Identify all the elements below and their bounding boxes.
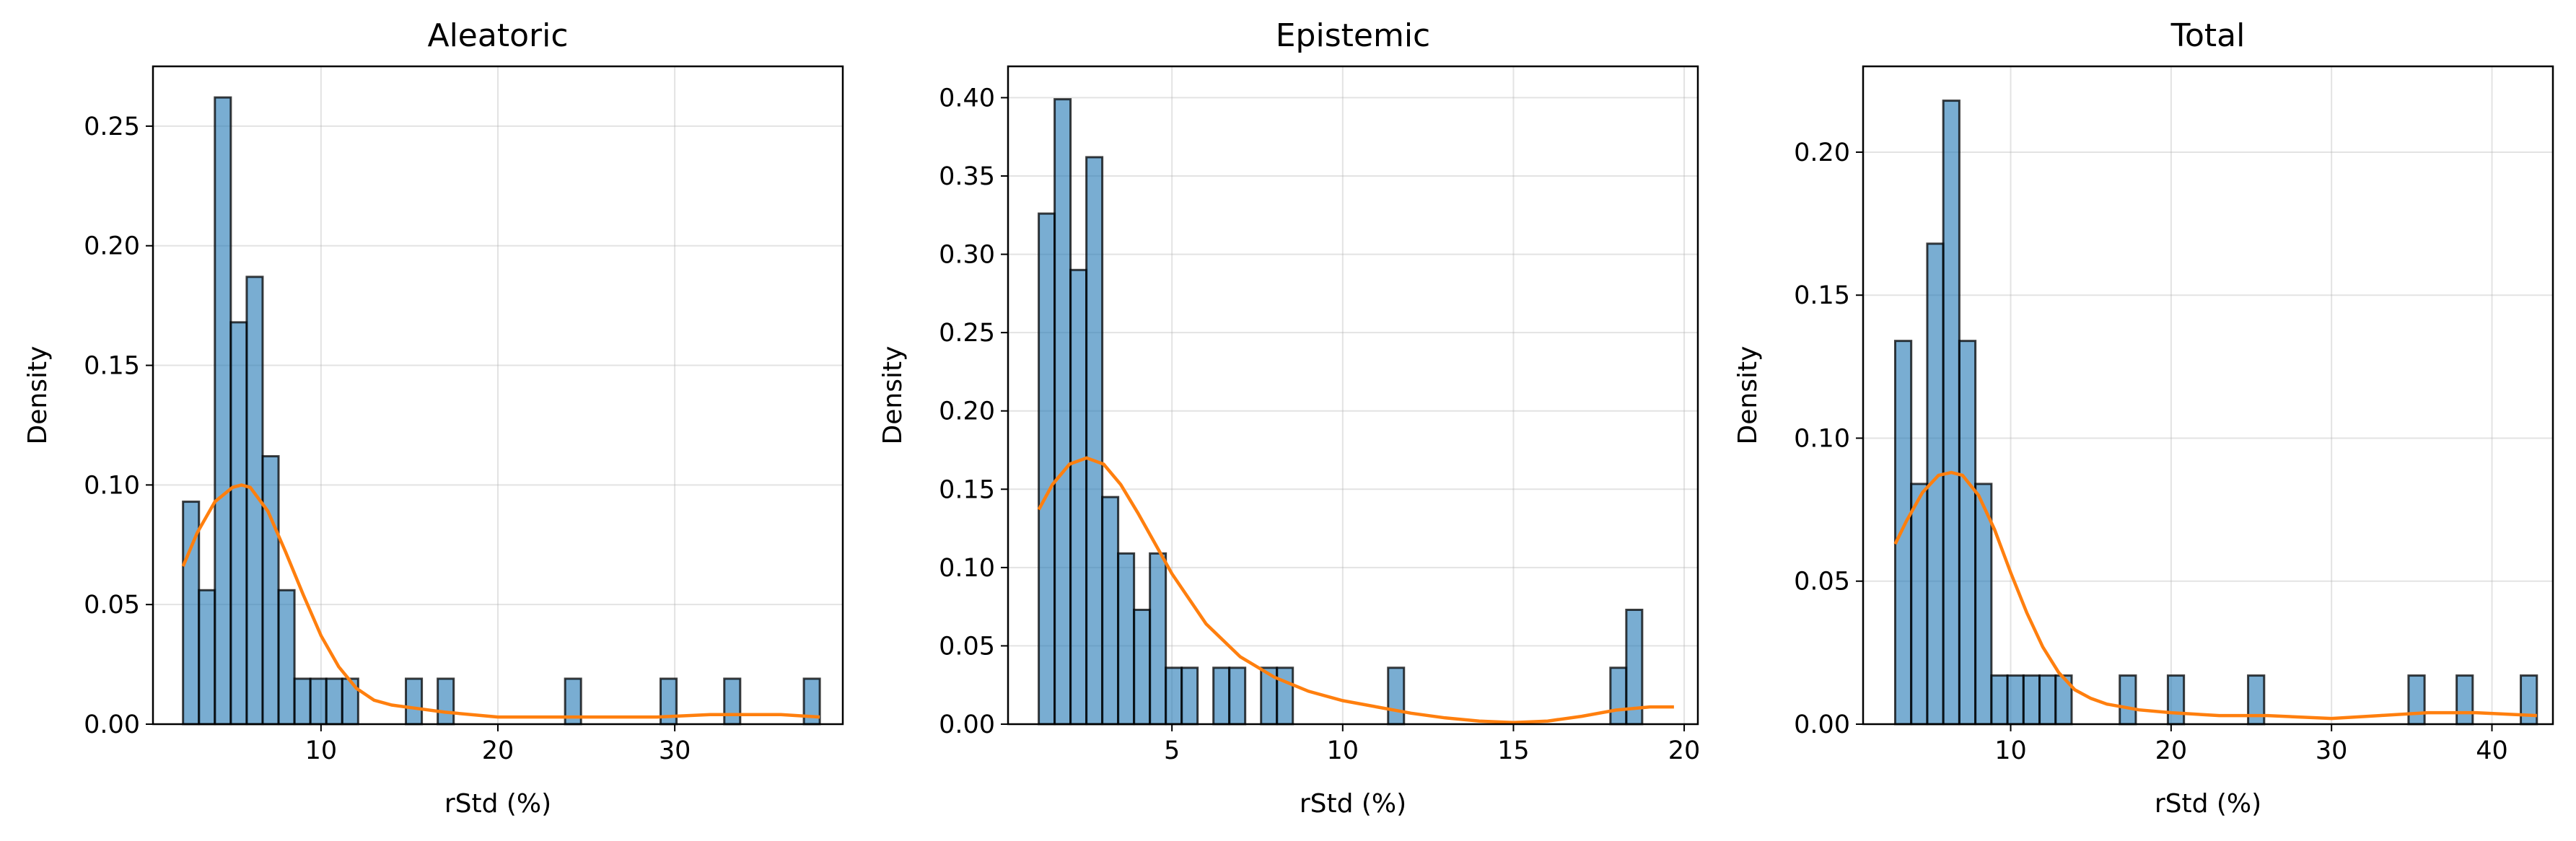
histogram-bar (2407, 674, 2426, 726)
x-tick-label: 40 (2476, 736, 2508, 765)
plot-frame (1007, 65, 1699, 726)
y-tick-label: 0.05 (84, 591, 140, 620)
histogram-bar (1958, 340, 1977, 726)
histogram-bar (309, 677, 328, 726)
histogram-bar (198, 589, 216, 726)
y-axis-label: Density (878, 346, 908, 445)
chart-panel-2: 5 10 15 20 0.00 0.05 0.10 0.15 0.20 0.25 0.30 0.35 0… (878, 17, 1700, 819)
x-axis-label: rStd (%) (444, 789, 551, 819)
kde-curve (181, 483, 820, 719)
histogram-bar (1990, 674, 2009, 726)
histogram-bar (2119, 674, 2137, 726)
y-tick-label: 0.10 (84, 471, 140, 500)
y-axis-label: Density (23, 346, 53, 445)
histogram-bar (437, 677, 455, 726)
y-tick-label: 0.05 (939, 632, 995, 661)
y-tick-label: 0.00 (84, 710, 140, 739)
y-tick-label: 0.10 (1794, 424, 1850, 453)
histogram-bar (1085, 156, 1104, 726)
x-tick-label: 20 (2155, 736, 2188, 765)
histogram-bar (2038, 674, 2057, 726)
y-tick-label: 0.15 (1794, 281, 1850, 310)
x-tick-label: 20 (482, 736, 514, 765)
chart-title: Total (2170, 17, 2246, 54)
x-tick-label: 15 (1497, 736, 1530, 765)
histogram-bar (2006, 674, 2025, 726)
x-tick-label: 30 (2316, 736, 2348, 765)
y-tick-label: 0.25 (84, 113, 140, 141)
histogram-bar (2455, 674, 2474, 726)
kde-curve (1893, 470, 2537, 721)
histogram-bar (1069, 268, 1088, 726)
x-axis-label: rStd (%) (2155, 789, 2261, 819)
histogram-bar (277, 589, 296, 726)
chart-panel-1: 10 20 30 0.00 0.05 0.10 0.15 0.20 0.25 Aleatoric r… (23, 17, 844, 819)
x-tick-label: 30 (659, 736, 691, 765)
x-tick-label: 10 (1994, 736, 2027, 765)
histogram-bar (2166, 674, 2186, 726)
histogram-bar (2022, 674, 2041, 726)
histogram-bar (1053, 98, 1072, 726)
histogram-bar (1133, 608, 1152, 726)
y-tick-label: 0.35 (939, 162, 995, 191)
histogram-bar (723, 677, 742, 726)
x-tick-label: 5 (1164, 736, 1180, 765)
histogram-bar (1212, 666, 1231, 726)
chart-title: Aleatoric (427, 17, 568, 54)
histogram-bar (1038, 212, 1056, 726)
y-tick-label: 0.20 (1794, 138, 1850, 167)
x-tick-label: 20 (1668, 736, 1701, 765)
histogram-bar (214, 96, 232, 726)
histogram-bar (1117, 552, 1136, 726)
histogram-bar (261, 455, 280, 726)
y-tick-label: 0.30 (939, 241, 995, 270)
histogram-bar (229, 321, 248, 726)
kde-curve (1037, 456, 1674, 725)
y-tick-label: 0.20 (939, 397, 995, 426)
histogram-bar (1942, 100, 1961, 726)
histogram-bar (325, 677, 343, 726)
histogram-bar (1910, 483, 1929, 726)
histogram-bar (1101, 496, 1120, 726)
histogram-bar (1387, 666, 1406, 726)
y-tick-label: 0.00 (939, 710, 995, 739)
chart-panel-3: 10 20 30 40 0.00 0.05 0.10 0.15 0.20 Total rStd (%… (1733, 17, 2554, 819)
y-tick-label: 0.15 (84, 352, 140, 381)
histogram-bar (1180, 666, 1199, 726)
y-tick-label: 0.00 (1794, 710, 1850, 739)
x-tick-label: 10 (1327, 736, 1359, 765)
histogram-bar (405, 677, 424, 726)
histogram-bar (1893, 340, 1913, 726)
histogram-bar (1165, 666, 1183, 726)
y-tick-label: 0.25 (939, 319, 995, 348)
histogram-bar (1609, 666, 1628, 726)
y-tick-label: 0.20 (84, 232, 140, 261)
x-tick-label: 10 (305, 736, 338, 765)
plot-frame (1862, 65, 2554, 726)
y-axis-label: Density (1733, 346, 1763, 445)
y-tick-label: 0.10 (939, 554, 995, 583)
chart-title: Epistemic (1276, 17, 1430, 54)
y-tick-label: 0.15 (939, 475, 995, 504)
histogram-bar (1276, 666, 1294, 726)
histogram-bar (1228, 666, 1247, 726)
x-axis-label: rStd (%) (1300, 789, 1406, 819)
histogram-bar (1149, 552, 1167, 726)
y-tick-label: 0.40 (939, 84, 995, 113)
histogram-bar (293, 677, 312, 726)
y-tick-label: 0.05 (1794, 568, 1850, 596)
